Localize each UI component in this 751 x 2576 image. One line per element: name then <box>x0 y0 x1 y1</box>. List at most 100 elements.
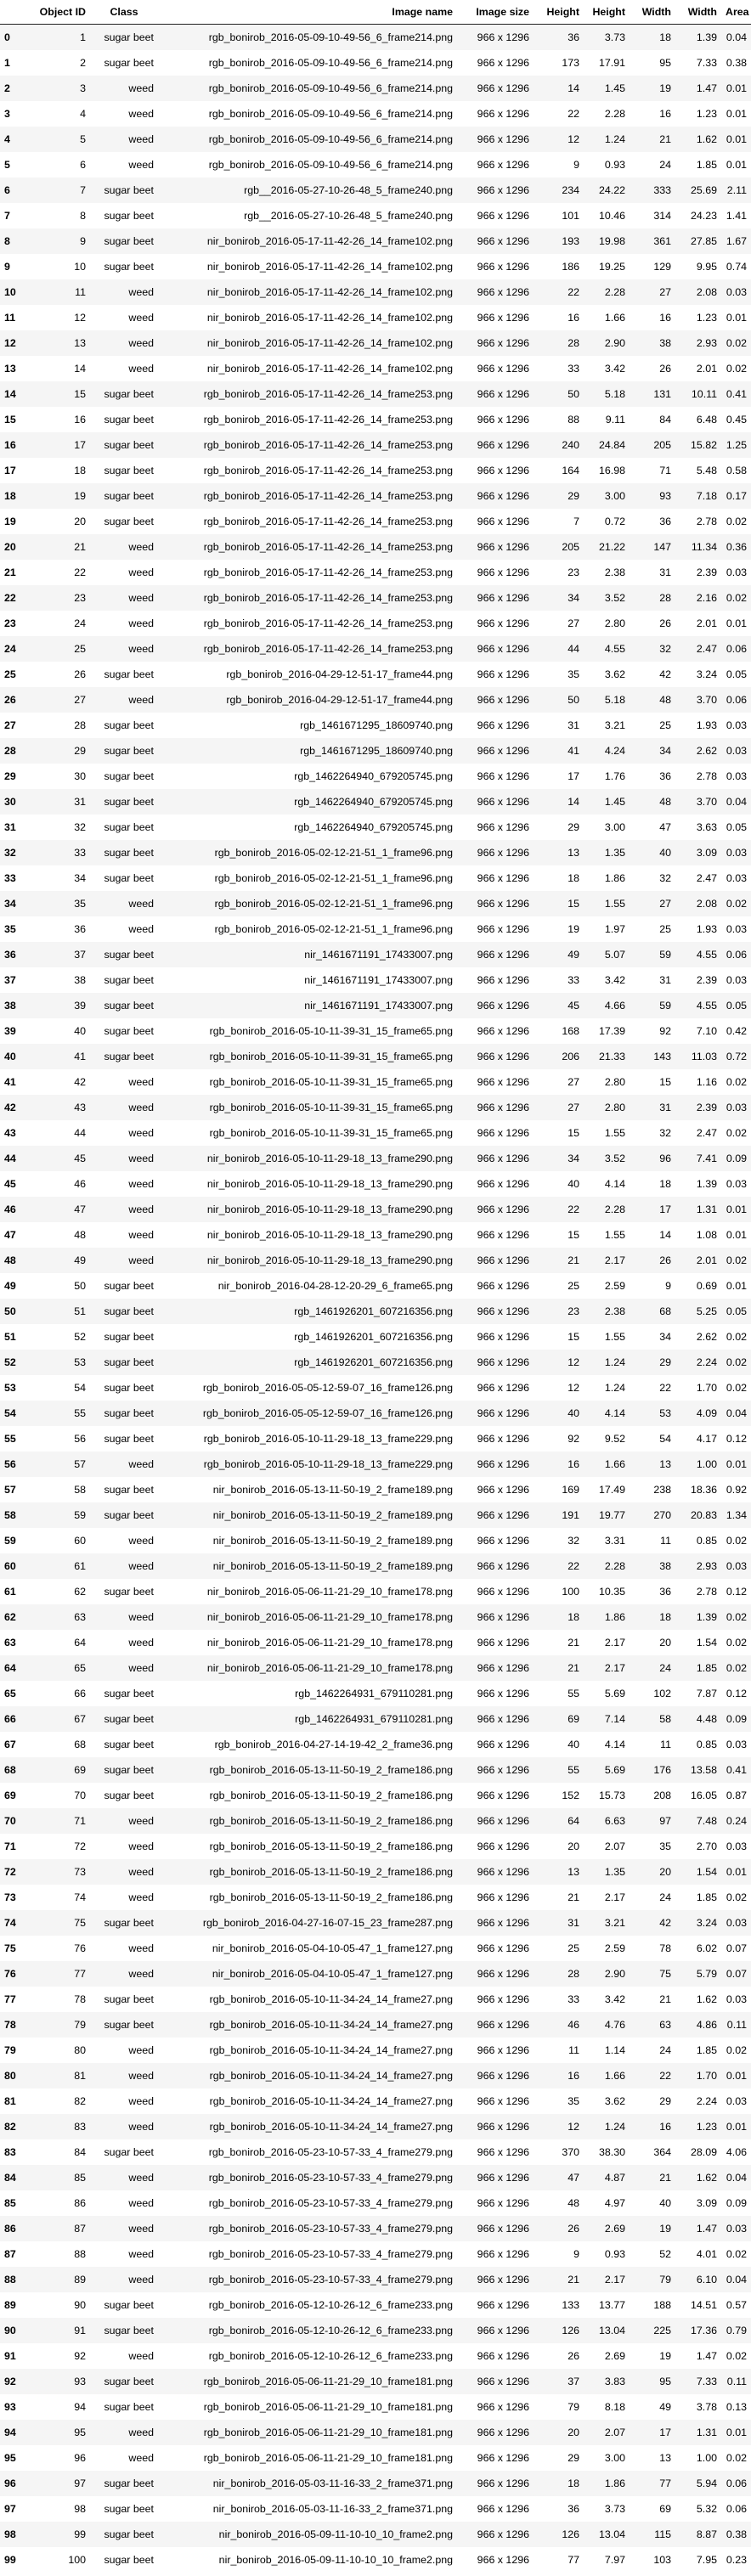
object-id-cell: 4 <box>80 108 86 120</box>
object-id-cell: 7 <box>31 178 90 203</box>
width-pct-cell: 1.62 <box>696 1993 717 2005</box>
image-size-cell: 966 x 1296 <box>457 24 534 50</box>
image-name-cell: nir_1461671191_17433007.png <box>158 942 457 967</box>
table-row: 43 44 weed rgb_bonirob_2016-05-10-11-39-31_… <box>0 1120 751 1146</box>
image-size-cell: 966 x 1296 <box>457 2012 534 2038</box>
object-id-cell: 97 <box>31 2471 90 2496</box>
height-px-cell: 33 <box>567 363 579 375</box>
area-cell: 1.25 <box>721 432 751 458</box>
object-id-cell: 55 <box>31 1401 90 1426</box>
table-row: 75 76 weed nir_bonirob_2016-05-04-10-05-47_… <box>0 1936 751 1961</box>
height-px-cell: 40 <box>534 1401 584 1426</box>
width-pct-cell: 3.24 <box>675 1910 721 1936</box>
object-id-cell: 19 <box>31 483 90 509</box>
row-index: 90 <box>0 2318 31 2343</box>
area-cell: 0.09 <box>721 1706 751 1732</box>
width-px-cell: 32 <box>659 872 671 884</box>
image-name-cell: rgb_bonirob_2016-04-27-14-19-42_2_frame3… <box>214 1739 453 1750</box>
table-row: 84 85 weed rgb_bonirob_2016-05-23-10-57-33_… <box>0 2165 751 2190</box>
area-cell: 0.01 <box>726 1229 747 1241</box>
image-name-cell: rgb_bonirob_2016-05-23-10-57-33_4_frame2… <box>158 2165 457 2190</box>
area-cell: 0.02 <box>721 1604 751 1630</box>
row-index: 35 <box>4 923 16 935</box>
height-px-cell: 29 <box>567 821 579 833</box>
class-cell: weed <box>128 1637 154 1649</box>
row-index: 89 <box>4 2299 16 2311</box>
row-index: 66 <box>0 1706 31 1732</box>
area-cell: 0.12 <box>726 1433 747 1445</box>
height-px-cell: 126 <box>534 2522 584 2547</box>
area-cell: 0.01 <box>721 76 751 101</box>
area-cell: 0.03 <box>721 1095 751 1120</box>
width-pct-cell: 2.78 <box>696 770 717 782</box>
width-px-cell: 47 <box>659 821 671 833</box>
width-pct-cell: 1.47 <box>696 2350 717 2362</box>
image-name-cell: rgb_bonirob_2016-05-09-10-49-56_6_frame2… <box>158 127 457 152</box>
width-px-cell: 42 <box>630 1910 675 1936</box>
table-row: 38 39 sugar beet nir_1461671191_17433007.pn… <box>0 993 751 1018</box>
area-cell: 0.04 <box>721 24 751 50</box>
height-pct-cell: 2.59 <box>604 1280 625 1292</box>
width-pct-cell: 3.63 <box>696 821 717 833</box>
image-name-cell: rgb_bonirob_2016-05-17-11-42-26_14_frame… <box>158 432 457 458</box>
width-px-cell: 25 <box>659 719 671 731</box>
area-cell: 0.07 <box>721 1961 751 1987</box>
area-cell: 0.92 <box>726 1484 747 1496</box>
width-pct-cell: 7.33 <box>696 57 717 69</box>
height-px-cell: 48 <box>567 2197 579 2209</box>
object-id-cell: 52 <box>74 1331 86 1343</box>
height-px-cell: 16 <box>534 2063 584 2088</box>
object-id-cell: 50 <box>74 1280 86 1292</box>
height-px-cell: 35 <box>567 668 579 680</box>
object-id-cell: 29 <box>31 738 90 764</box>
object-id-cell: 26 <box>74 668 86 680</box>
table-row: 0 1 sugar beet rgb_bonirob_2016-05-09-10-49… <box>0 24 751 50</box>
width-px-cell: 28 <box>630 585 675 611</box>
object-id-cell: 81 <box>31 2063 90 2088</box>
image-size-cell: 966 x 1296 <box>477 210 529 222</box>
height-pct-cell: 10.46 <box>598 210 625 222</box>
row-index: 3 <box>4 108 10 120</box>
height-px-cell: 69 <box>534 1706 584 1732</box>
image-size-cell: 966 x 1296 <box>477 1535 529 1547</box>
table-row: 5 6 weed rgb_bonirob_2016-05-09-10-49-56_6_… <box>0 152 751 178</box>
class-cell: sugar beet <box>104 2401 154 2413</box>
class-cell: weed <box>90 279 158 305</box>
image-name-cell: rgb_bonirob_2016-05-02-12-21-51_1_frame9… <box>214 872 453 884</box>
object-id-cell: 20 <box>74 516 86 527</box>
image-name-cell: rgb_bonirob_2016-05-17-11-42-26_14_frame… <box>203 465 453 476</box>
area-cell: 0.02 <box>726 1891 747 1903</box>
height-px-cell: 28 <box>534 1961 584 1987</box>
image-size-cell: 966 x 1296 <box>477 1586 529 1598</box>
image-name-cell: rgb_bonirob_2016-05-13-11-50-19_2_frame1… <box>209 1840 453 1852</box>
height-pct-cell: 9.52 <box>604 1433 625 1445</box>
width-px-cell: 52 <box>659 2248 671 2260</box>
image-name-cell: rgb_bonirob_2016-05-12-10-26-12_6_frame2… <box>158 2318 457 2343</box>
class-cell: sugar beet <box>90 432 158 458</box>
image-size-cell: 966 x 1296 <box>457 1401 534 1426</box>
row-index: 52 <box>0 1350 31 1375</box>
area-cell: 0.01 <box>721 2420 751 2445</box>
height-pct-cell: 2.69 <box>604 2350 625 2362</box>
width-px-cell: 19 <box>630 2216 675 2241</box>
width-px-cell: 205 <box>630 432 675 458</box>
height-pct-cell: 2.80 <box>584 1095 630 1120</box>
object-id-cell: 91 <box>31 2318 90 2343</box>
image-size-cell: 966 x 1296 <box>477 1025 529 1037</box>
width-px-cell: 34 <box>630 738 675 764</box>
table-row: 78 79 sugar beet rgb_bonirob_2016-05-10-11-… <box>0 2012 751 2038</box>
width-px-cell: 16 <box>659 312 671 324</box>
area-cell: 0.02 <box>721 330 751 356</box>
width-px-cell: 131 <box>630 381 675 407</box>
height-pct-cell: 1.76 <box>604 770 625 782</box>
table-row: 9 10 sugar beet nir_bonirob_2016-05-17-11-4… <box>0 254 751 279</box>
table-row: 80 81 weed rgb_bonirob_2016-05-10-11-34-24_… <box>0 2063 751 2088</box>
object-id-cell: 1 <box>31 24 90 50</box>
row-index: 18 <box>0 483 31 509</box>
width-px-cell: 21 <box>659 1993 671 2005</box>
object-id-cell: 36 <box>74 923 86 935</box>
table-row: 60 61 weed nir_bonirob_2016-05-13-11-50-19_… <box>0 1553 751 1579</box>
height-px-cell: 12 <box>534 2114 584 2139</box>
image-size-cell: 966 x 1296 <box>477 872 529 884</box>
image-name-cell: rgb_bonirob_2016-05-17-11-42-26_14_frame… <box>203 617 453 629</box>
